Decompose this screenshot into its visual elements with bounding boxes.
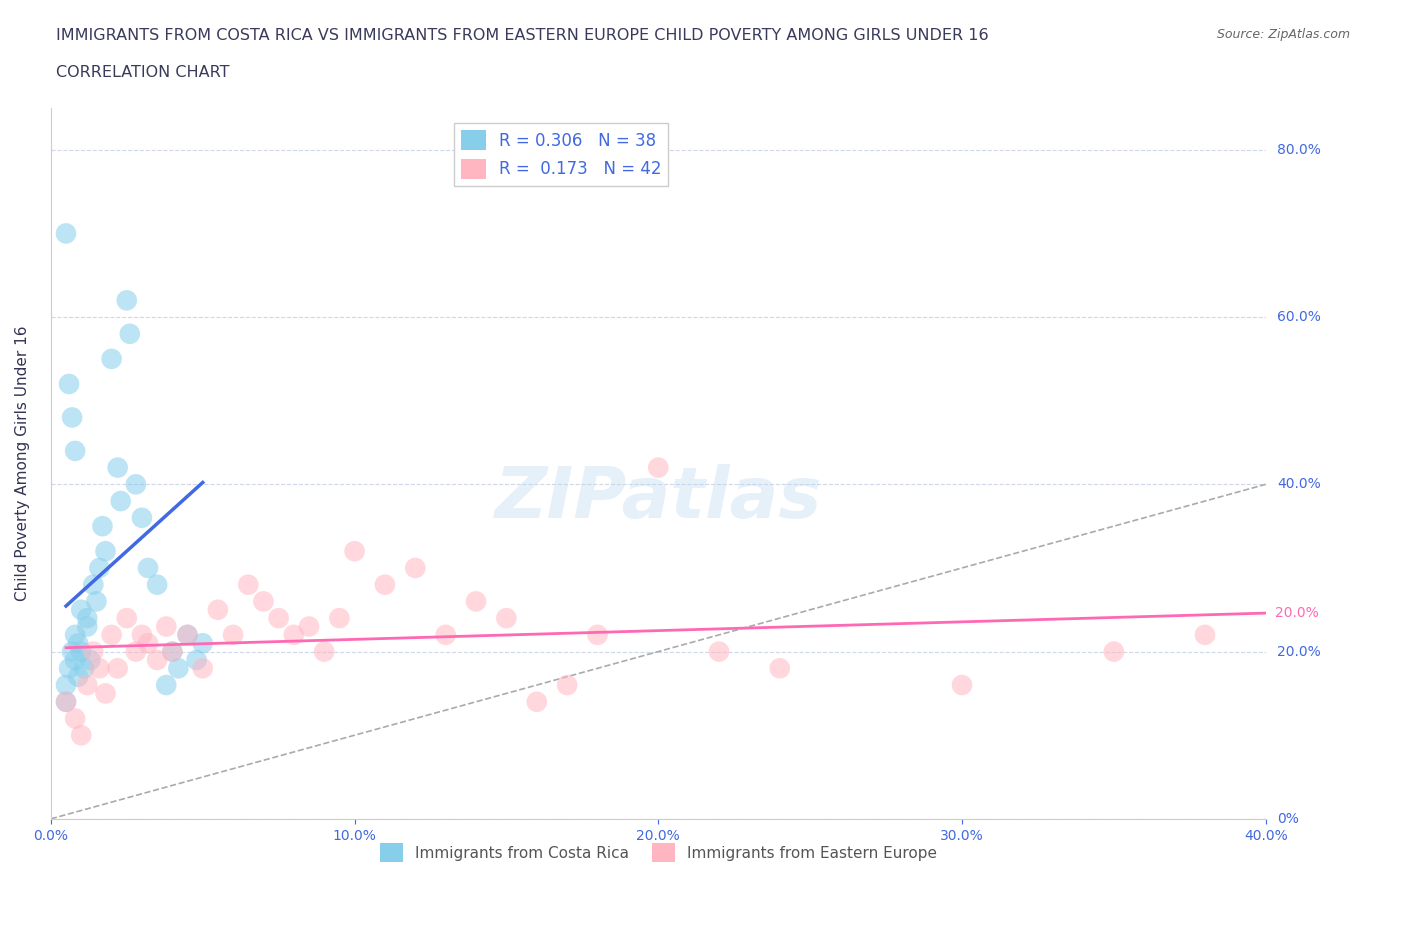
Point [155, 678, 177, 693]
Point [82, 644, 104, 659]
Text: ZIPatlas: ZIPatlas [495, 464, 823, 534]
Point [125, 477, 148, 492]
Point [60, 410, 83, 425]
Point [94, 544, 117, 559]
Text: 80.0%: 80.0% [1277, 143, 1320, 157]
Text: 20.0%: 20.0% [1275, 606, 1319, 620]
Point [238, 578, 260, 592]
Point [769, 661, 792, 676]
Point [146, 578, 169, 592]
Point [76, 619, 98, 634]
Point [63, 711, 86, 726]
Point [328, 611, 350, 626]
Point [70, 644, 93, 659]
Point [1194, 628, 1216, 643]
Point [252, 594, 274, 609]
Point [131, 628, 153, 643]
Point [79, 653, 101, 668]
Point [186, 653, 208, 668]
Point [58, 661, 80, 676]
Point [707, 644, 730, 659]
Point [283, 628, 305, 643]
Point [434, 628, 457, 643]
Point [89, 661, 111, 676]
Point [73, 661, 96, 676]
Point [131, 511, 153, 525]
Point [58, 377, 80, 392]
Text: 0%: 0% [1277, 812, 1299, 826]
Point [343, 544, 366, 559]
Point [89, 561, 111, 576]
Point [100, 352, 122, 366]
Point [162, 644, 184, 659]
Point [176, 628, 198, 643]
Point [167, 661, 190, 676]
Point [94, 686, 117, 701]
Point [70, 728, 93, 743]
Point [136, 636, 159, 651]
Text: 40.0%: 40.0% [1277, 477, 1320, 491]
Text: IMMIGRANTS FROM COSTA RICA VS IMMIGRANTS FROM EASTERN EUROPE CHILD POVERTY AMONG: IMMIGRANTS FROM COSTA RICA VS IMMIGRANTS… [56, 28, 988, 43]
Point [207, 603, 229, 618]
Point [63, 444, 86, 458]
Point [118, 326, 141, 341]
Point [647, 460, 669, 475]
Y-axis label: Child Poverty Among Girls Under 16: Child Poverty Among Girls Under 16 [15, 326, 30, 601]
Point [191, 636, 214, 651]
Point [100, 628, 122, 643]
Point [60, 644, 83, 659]
Point [555, 678, 578, 693]
Point [67, 636, 90, 651]
Point [55, 695, 77, 710]
Point [91, 519, 114, 534]
Point [146, 653, 169, 668]
Point [115, 293, 138, 308]
Point [176, 628, 198, 643]
Point [374, 578, 396, 592]
Point [86, 594, 108, 609]
Point [82, 578, 104, 592]
Point [526, 695, 548, 710]
Point [76, 678, 98, 693]
Point [314, 644, 336, 659]
Point [110, 494, 132, 509]
Point [70, 603, 93, 618]
Point [1102, 644, 1125, 659]
Point [586, 628, 609, 643]
Point [267, 611, 290, 626]
Text: 60.0%: 60.0% [1277, 310, 1320, 324]
Point [55, 226, 77, 241]
Text: 20.0%: 20.0% [1277, 644, 1320, 658]
Point [55, 695, 77, 710]
Point [63, 628, 86, 643]
Point [950, 678, 973, 693]
Point [107, 460, 129, 475]
Point [63, 653, 86, 668]
Point [136, 561, 159, 576]
Point [191, 661, 214, 676]
Point [115, 611, 138, 626]
Point [465, 594, 488, 609]
Point [298, 619, 321, 634]
Legend: Immigrants from Costa Rica, Immigrants from Eastern Europe: Immigrants from Costa Rica, Immigrants f… [374, 837, 943, 868]
Point [125, 644, 148, 659]
Point [222, 628, 245, 643]
Point [76, 611, 98, 626]
Text: Source: ZipAtlas.com: Source: ZipAtlas.com [1216, 28, 1350, 41]
Point [404, 561, 426, 576]
Point [162, 644, 184, 659]
Point [67, 670, 90, 684]
Point [155, 619, 177, 634]
Point [55, 678, 77, 693]
Point [495, 611, 517, 626]
Text: CORRELATION CHART: CORRELATION CHART [56, 65, 229, 80]
Point [107, 661, 129, 676]
